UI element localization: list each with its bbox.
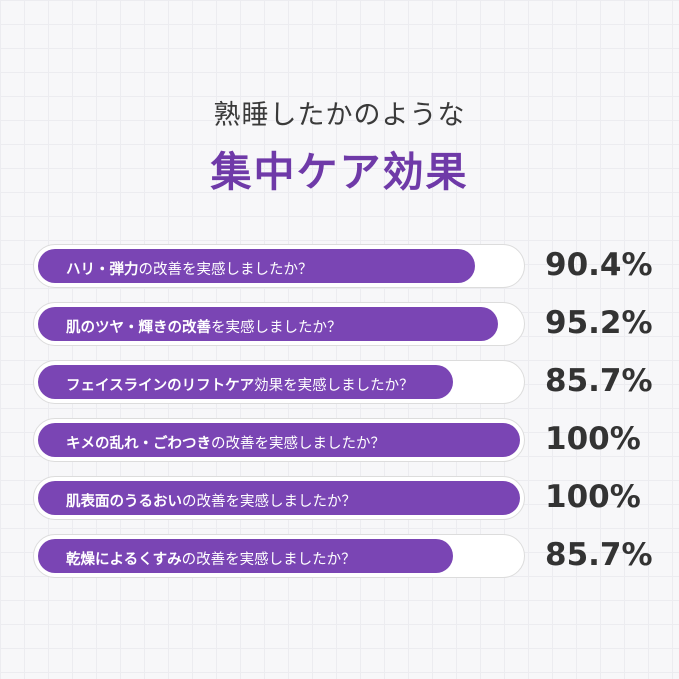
bar-question-label: 肌のツヤ・輝きの改善を実感しましたか？ (66, 307, 342, 349)
question-emphasis: 肌のツヤ・輝きの改善 (66, 320, 211, 336)
page-subtitle: 熟睡したかのような (213, 100, 466, 131)
bar-fill: キメの乱れ・ごわつきの改善を実感しましたか？ (38, 423, 520, 457)
bar-value-label: 100% (545, 479, 641, 515)
question-emphasis: 乾燥によるくすみ (66, 552, 182, 568)
bar-track: ハリ・弾力の改善を実感しましたか？ (33, 244, 525, 288)
bar-value-label: 85.7% (545, 363, 653, 399)
bar-fill: 乾燥によるくすみの改善を実感しましたか？ (38, 539, 453, 573)
bar-track: 肌表面のうるおいの改善を実感しましたか？ (33, 476, 525, 520)
question-text: の改善を実感しましたか？ (211, 436, 385, 452)
bar-value-label: 95.2% (545, 305, 653, 341)
bar-fill: ハリ・弾力の改善を実感しましたか？ (38, 249, 476, 283)
bar-question-label: キメの乱れ・ごわつきの改善を実感しましたか？ (66, 423, 385, 465)
question-text: の改善を実感しましたか？ (138, 262, 313, 278)
bar-fill: フェイスラインのリフトケア効果を実感しましたか？ (38, 365, 453, 399)
bar-value-label: 100% (545, 421, 641, 457)
bar-track: 肌のツヤ・輝きの改善を実感しましたか？ (33, 302, 525, 346)
bar-question-label: フェイスラインのリフトケア効果を実感しましたか？ (66, 365, 414, 407)
bar-track: キメの乱れ・ごわつきの改善を実感しましたか？ (33, 418, 525, 462)
question-emphasis: キメの乱れ・ごわつき (66, 436, 211, 452)
question-text: の改善を実感しましたか？ (182, 494, 356, 510)
bar-fill: 肌のツヤ・輝きの改善を実感しましたか？ (38, 307, 498, 341)
question-emphasis: ハリ・弾力 (66, 262, 139, 278)
bar-question-label: 乾燥によるくすみの改善を実感しましたか？ (66, 539, 356, 581)
bar-value-label: 90.4% (545, 247, 653, 283)
question-emphasis: 肌表面のうるおい (66, 494, 182, 510)
bar-value-label: 85.7% (545, 537, 653, 573)
bar-fill: 肌表面のうるおいの改善を実感しましたか？ (38, 481, 520, 515)
question-text: を実感しましたか？ (211, 320, 342, 336)
question-emphasis: フェイスラインのリフトケア (66, 378, 255, 394)
question-text: の改善を実感しましたか？ (181, 552, 356, 568)
question-text: 効果を実感しましたか？ (254, 378, 414, 394)
bar-track: フェイスラインのリフトケア効果を実感しましたか？ (33, 360, 525, 404)
bar-question-label: ハリ・弾力の改善を実感しましたか？ (66, 249, 313, 291)
page-title: 集中ケア効果 (210, 148, 469, 196)
bar-track: 乾燥によるくすみの改善を実感しましたか？ (33, 534, 525, 578)
bar-question-label: 肌表面のうるおいの改善を実感しましたか？ (66, 481, 356, 523)
